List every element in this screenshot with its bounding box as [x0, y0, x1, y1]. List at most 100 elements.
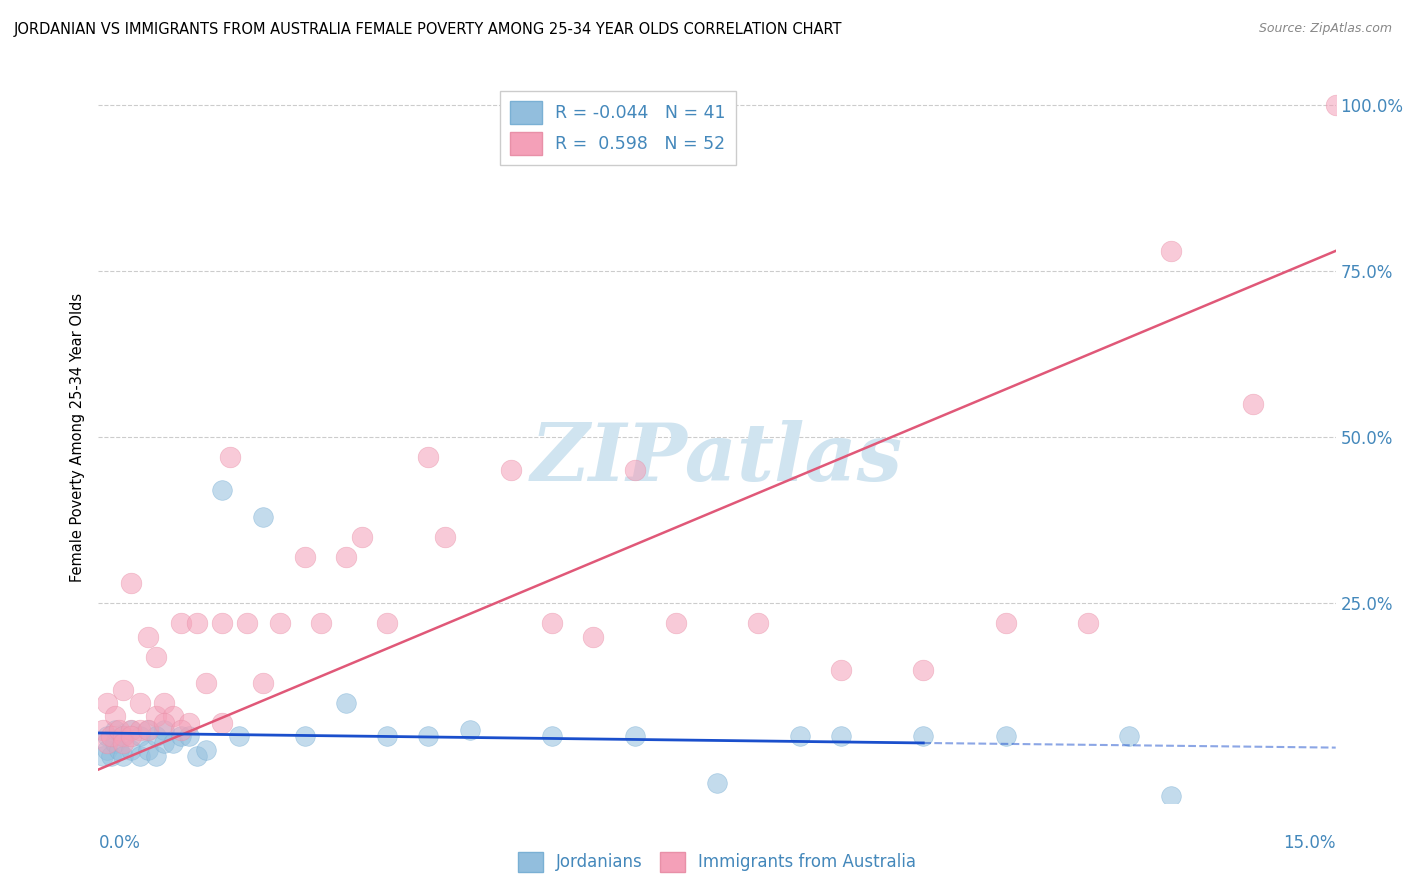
- Point: [352, 530, 374, 544]
- Point: [294, 549, 316, 564]
- Point: [112, 729, 135, 743]
- Point: [100, 729, 122, 743]
- Point: [1324, 97, 1347, 112]
- Point: [418, 729, 440, 743]
- Point: [162, 736, 184, 750]
- Point: [96, 696, 118, 710]
- Point: [582, 630, 605, 644]
- Text: JORDANIAN VS IMMIGRANTS FROM AUSTRALIA FEMALE POVERTY AMONG 25-34 YEAR OLDS CORR: JORDANIAN VS IMMIGRANTS FROM AUSTRALIA F…: [14, 22, 842, 37]
- Point: [623, 463, 645, 477]
- Point: [499, 463, 522, 477]
- Point: [1241, 397, 1264, 411]
- Point: [994, 729, 1017, 743]
- Point: [96, 736, 118, 750]
- Point: [747, 616, 769, 631]
- Point: [1160, 244, 1182, 258]
- Point: [194, 676, 217, 690]
- Point: [830, 663, 852, 677]
- Point: [623, 729, 645, 743]
- Point: [108, 742, 131, 756]
- Point: [120, 723, 142, 737]
- Point: [179, 716, 201, 731]
- Point: [706, 776, 728, 790]
- Legend: R = -0.044   N = 41, R =  0.598   N = 52: R = -0.044 N = 41, R = 0.598 N = 52: [501, 91, 737, 165]
- Point: [458, 723, 481, 737]
- Text: Source: ZipAtlas.com: Source: ZipAtlas.com: [1258, 22, 1392, 36]
- Point: [194, 742, 217, 756]
- Point: [186, 749, 208, 764]
- Point: [252, 676, 274, 690]
- Point: [153, 736, 176, 750]
- Point: [211, 616, 233, 631]
- Point: [309, 616, 332, 631]
- Point: [153, 723, 176, 737]
- Point: [335, 549, 357, 564]
- Point: [112, 682, 135, 697]
- Point: [128, 729, 150, 743]
- Point: [236, 616, 259, 631]
- Point: [145, 729, 167, 743]
- Point: [120, 742, 142, 756]
- Point: [145, 709, 167, 723]
- Point: [252, 509, 274, 524]
- Point: [128, 749, 150, 764]
- Point: [153, 696, 176, 710]
- Point: [96, 742, 118, 756]
- Point: [375, 729, 398, 743]
- Point: [120, 723, 142, 737]
- Text: 0.0%: 0.0%: [98, 834, 141, 852]
- Point: [136, 630, 159, 644]
- Point: [179, 729, 201, 743]
- Point: [145, 749, 167, 764]
- Point: [541, 616, 564, 631]
- Point: [104, 709, 127, 723]
- Point: [375, 616, 398, 631]
- Point: [128, 723, 150, 737]
- Point: [170, 723, 193, 737]
- Text: ZIPatlas: ZIPatlas: [531, 420, 903, 498]
- Point: [128, 696, 150, 710]
- Point: [145, 649, 167, 664]
- Point: [186, 616, 208, 631]
- Point: [1077, 616, 1099, 631]
- Point: [211, 483, 233, 498]
- Point: [211, 716, 233, 731]
- Point: [665, 616, 688, 631]
- Point: [335, 696, 357, 710]
- Point: [136, 742, 159, 756]
- Point: [136, 723, 159, 737]
- Point: [136, 723, 159, 737]
- Point: [912, 663, 935, 677]
- Point: [294, 729, 316, 743]
- Point: [219, 450, 242, 464]
- Point: [91, 749, 114, 764]
- Point: [789, 729, 811, 743]
- Text: 15.0%: 15.0%: [1284, 834, 1336, 852]
- Point: [162, 709, 184, 723]
- Point: [170, 729, 193, 743]
- Point: [100, 749, 122, 764]
- Point: [994, 616, 1017, 631]
- Point: [112, 729, 135, 743]
- Point: [153, 716, 176, 731]
- Point: [418, 450, 440, 464]
- Point: [112, 736, 135, 750]
- Point: [112, 749, 135, 764]
- Y-axis label: Female Poverty Among 25-34 Year Olds: Female Poverty Among 25-34 Year Olds: [70, 293, 86, 582]
- Point: [912, 729, 935, 743]
- Point: [104, 723, 127, 737]
- Point: [91, 723, 114, 737]
- Point: [104, 736, 127, 750]
- Point: [120, 729, 142, 743]
- Point: [830, 729, 852, 743]
- Point: [228, 729, 250, 743]
- Point: [170, 616, 193, 631]
- Point: [269, 616, 291, 631]
- Point: [541, 729, 564, 743]
- Point: [96, 729, 118, 743]
- Point: [120, 576, 142, 591]
- Point: [1118, 729, 1140, 743]
- Point: [433, 530, 456, 544]
- Point: [1160, 789, 1182, 804]
- Point: [108, 723, 131, 737]
